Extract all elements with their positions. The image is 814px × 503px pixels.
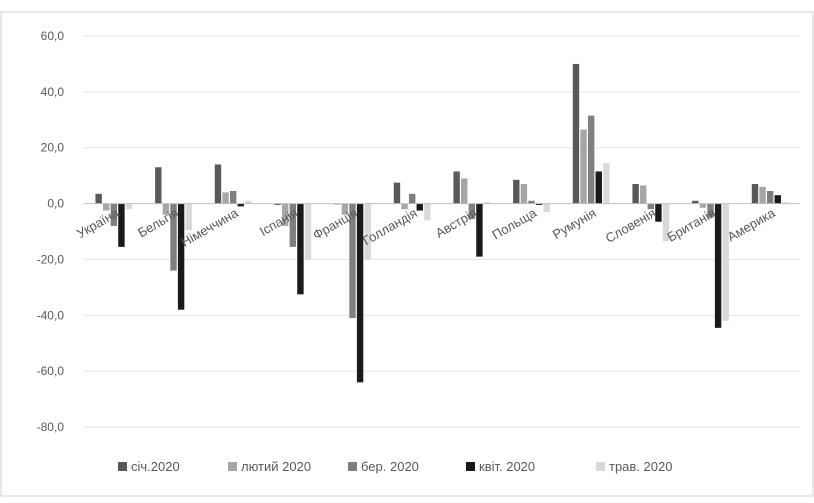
legend: січ.2020 лютий 2020 бер. 2020 квіт. 2020 тра…	[118, 459, 672, 474]
bar	[222, 192, 229, 204]
bar	[95, 193, 102, 204]
bar	[408, 193, 416, 204]
legend-swatch	[118, 462, 127, 471]
legend-swatch	[466, 462, 475, 471]
legend-label: січ.2020	[131, 459, 180, 474]
bar	[110, 203, 118, 226]
y-tick-label: -60,0	[37, 364, 65, 378]
bar	[632, 184, 639, 204]
legend-label: квіт. 2020	[479, 459, 535, 474]
bar	[177, 203, 185, 310]
chart-border	[0, 11, 814, 497]
legend-swatch	[228, 462, 237, 471]
gridlines	[84, 35, 800, 428]
bar	[282, 203, 289, 226]
bar	[483, 202, 491, 204]
bar	[245, 200, 252, 204]
legend-swatch	[348, 462, 357, 471]
bar	[424, 203, 431, 221]
y-tick-label: -20,0	[37, 252, 65, 266]
legend-label: лютий 2020	[241, 459, 311, 474]
bar	[170, 203, 177, 271]
bar	[349, 203, 356, 319]
bar	[289, 203, 297, 247]
bars	[95, 63, 789, 383]
bar	[580, 129, 587, 204]
bar	[603, 163, 610, 204]
bar	[468, 203, 476, 219]
legend-swatch	[596, 462, 605, 471]
bar	[572, 63, 580, 204]
bar	[766, 191, 774, 204]
bar	[229, 191, 237, 204]
bar	[453, 171, 460, 204]
bar	[714, 203, 722, 328]
bar	[401, 203, 408, 210]
bar	[647, 203, 655, 210]
bar	[543, 203, 550, 212]
y-tick-label: -40,0	[37, 308, 65, 322]
bar	[162, 203, 170, 215]
bar	[297, 203, 304, 295]
legend-label: бер. 2020	[361, 459, 419, 474]
bar	[393, 182, 401, 204]
bar	[535, 203, 543, 205]
legend-label: трав. 2020	[609, 459, 672, 474]
y-tick-label: 0,0	[47, 197, 64, 211]
y-tick-label: 40,0	[41, 85, 65, 99]
y-tick-label: 60,0	[41, 29, 65, 43]
bar	[699, 203, 707, 208]
bar	[461, 178, 468, 204]
bar	[774, 195, 781, 204]
bar	[759, 186, 766, 204]
bar	[520, 184, 528, 204]
bar	[416, 203, 423, 211]
bar	[214, 164, 222, 204]
bar	[185, 203, 192, 231]
bar	[237, 203, 244, 207]
bar	[587, 115, 595, 204]
bar	[782, 202, 789, 204]
bar	[103, 203, 110, 211]
y-axis: 60,0 40,0 20,0 0,0 -20,0 -40,0 -60,0 -80,0	[37, 29, 65, 434]
bar	[274, 203, 281, 205]
bar	[751, 184, 759, 204]
bar	[513, 179, 520, 204]
bar	[640, 185, 647, 204]
bar	[356, 203, 364, 383]
bar	[722, 203, 729, 321]
y-tick-label: -80,0	[37, 420, 65, 434]
bar	[364, 203, 371, 260]
bar	[155, 167, 162, 204]
bar	[125, 203, 133, 210]
bar	[692, 200, 699, 204]
bar	[341, 203, 349, 215]
bar	[118, 203, 125, 247]
bar	[476, 203, 483, 257]
bar	[662, 203, 670, 242]
bar	[528, 200, 535, 204]
bar	[595, 171, 602, 204]
bar	[304, 203, 312, 260]
y-tick-label: 20,0	[41, 141, 65, 155]
bar	[655, 203, 662, 222]
bar	[707, 203, 714, 218]
